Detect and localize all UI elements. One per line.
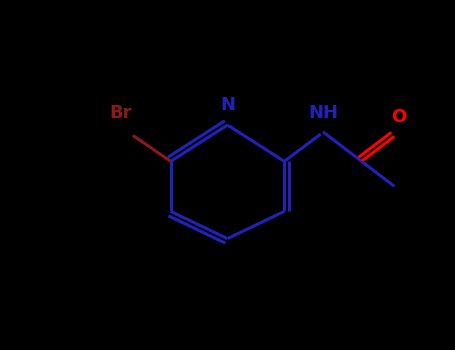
Text: N: N [220,96,235,114]
Text: NH: NH [308,104,338,122]
Text: Br: Br [110,104,132,122]
Text: O: O [391,108,406,126]
